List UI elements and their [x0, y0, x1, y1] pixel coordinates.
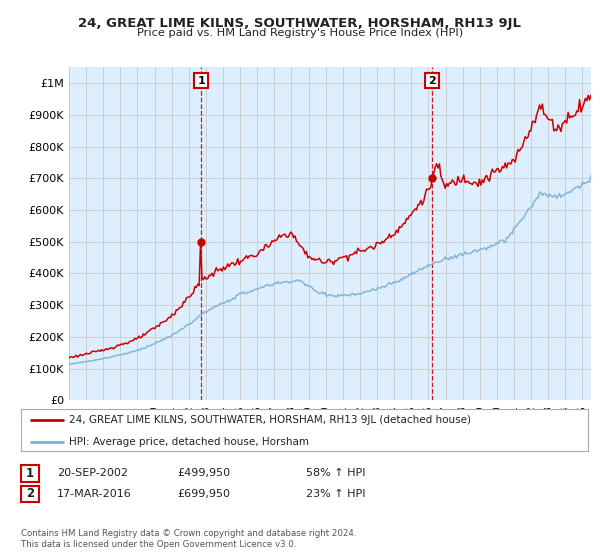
- Text: £699,950: £699,950: [177, 489, 230, 499]
- Text: 2: 2: [428, 76, 436, 86]
- Text: Price paid vs. HM Land Registry's House Price Index (HPI): Price paid vs. HM Land Registry's House …: [137, 28, 463, 38]
- Text: 24, GREAT LIME KILNS, SOUTHWATER, HORSHAM, RH13 9JL (detached house): 24, GREAT LIME KILNS, SOUTHWATER, HORSHA…: [69, 415, 471, 425]
- Text: 24, GREAT LIME KILNS, SOUTHWATER, HORSHAM, RH13 9JL: 24, GREAT LIME KILNS, SOUTHWATER, HORSHA…: [79, 17, 521, 30]
- Text: 23% ↑ HPI: 23% ↑ HPI: [306, 489, 365, 499]
- Text: Contains HM Land Registry data © Crown copyright and database right 2024.
This d: Contains HM Land Registry data © Crown c…: [21, 529, 356, 549]
- Text: 20-SEP-2002: 20-SEP-2002: [57, 468, 128, 478]
- Text: 1: 1: [197, 76, 205, 86]
- Text: £499,950: £499,950: [177, 468, 230, 478]
- Text: 1: 1: [26, 466, 34, 480]
- Text: 58% ↑ HPI: 58% ↑ HPI: [306, 468, 365, 478]
- Text: 17-MAR-2016: 17-MAR-2016: [57, 489, 132, 499]
- Text: 2: 2: [26, 487, 34, 501]
- Text: HPI: Average price, detached house, Horsham: HPI: Average price, detached house, Hors…: [69, 437, 309, 446]
